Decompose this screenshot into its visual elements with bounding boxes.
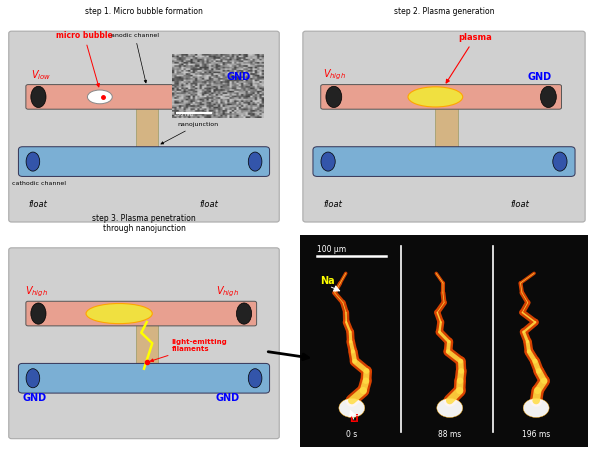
Ellipse shape (339, 398, 365, 418)
Ellipse shape (31, 86, 46, 107)
Ellipse shape (553, 152, 567, 171)
Ellipse shape (26, 152, 40, 171)
FancyBboxPatch shape (136, 322, 158, 369)
Text: float: float (199, 200, 218, 209)
Ellipse shape (236, 303, 251, 324)
Ellipse shape (88, 90, 112, 104)
Text: float: float (28, 200, 47, 209)
Text: GND: GND (216, 393, 240, 402)
Ellipse shape (236, 86, 251, 107)
FancyBboxPatch shape (26, 301, 257, 326)
Ellipse shape (541, 86, 556, 107)
Ellipse shape (31, 303, 46, 324)
FancyBboxPatch shape (303, 31, 585, 222)
Ellipse shape (248, 369, 262, 388)
Ellipse shape (86, 303, 152, 324)
Ellipse shape (321, 152, 335, 171)
Text: $V_{high}$: $V_{high}$ (323, 68, 346, 82)
Text: GND: GND (227, 72, 251, 82)
Ellipse shape (408, 87, 463, 107)
FancyBboxPatch shape (19, 147, 269, 177)
FancyBboxPatch shape (19, 363, 269, 393)
Text: 196 ms: 196 ms (522, 430, 550, 439)
FancyBboxPatch shape (136, 106, 158, 152)
FancyBboxPatch shape (321, 85, 562, 109)
Title: step 1. Micro bubble formation: step 1. Micro bubble formation (85, 7, 203, 16)
Text: float: float (323, 200, 342, 209)
Ellipse shape (26, 369, 40, 388)
Text: float: float (510, 200, 529, 209)
FancyBboxPatch shape (9, 248, 279, 439)
Title: step 3. Plasma penetration
through nanojunction: step 3. Plasma penetration through nanoj… (92, 213, 196, 233)
Text: $V_{low}$: $V_{low}$ (31, 68, 51, 82)
Text: Na: Na (320, 276, 335, 286)
Ellipse shape (248, 152, 262, 171)
FancyBboxPatch shape (436, 106, 458, 152)
Text: GND: GND (23, 393, 47, 402)
Text: 88 ms: 88 ms (438, 430, 461, 439)
Title: step 2. Plasma generation: step 2. Plasma generation (394, 7, 494, 16)
Text: anodic channel: anodic channel (111, 33, 159, 83)
Text: $V_{high}$: $V_{high}$ (216, 284, 239, 299)
FancyBboxPatch shape (9, 31, 279, 222)
Text: light-emitting
filaments: light-emitting filaments (151, 339, 227, 361)
Text: plasma: plasma (446, 33, 492, 83)
Text: 0 s: 0 s (346, 430, 358, 439)
Text: GND: GND (527, 72, 551, 82)
Ellipse shape (437, 398, 463, 418)
Text: cathodic channel: cathodic channel (11, 181, 65, 186)
FancyBboxPatch shape (26, 85, 257, 109)
FancyBboxPatch shape (313, 147, 575, 177)
Text: nanojunction: nanojunction (161, 122, 218, 144)
Ellipse shape (326, 86, 342, 107)
Text: Li: Li (349, 414, 359, 424)
Text: micro bubble: micro bubble (56, 30, 112, 87)
Text: 100 μm: 100 μm (317, 245, 346, 254)
FancyBboxPatch shape (292, 231, 594, 454)
Text: $V_{high}$: $V_{high}$ (25, 284, 49, 299)
Ellipse shape (523, 398, 549, 418)
